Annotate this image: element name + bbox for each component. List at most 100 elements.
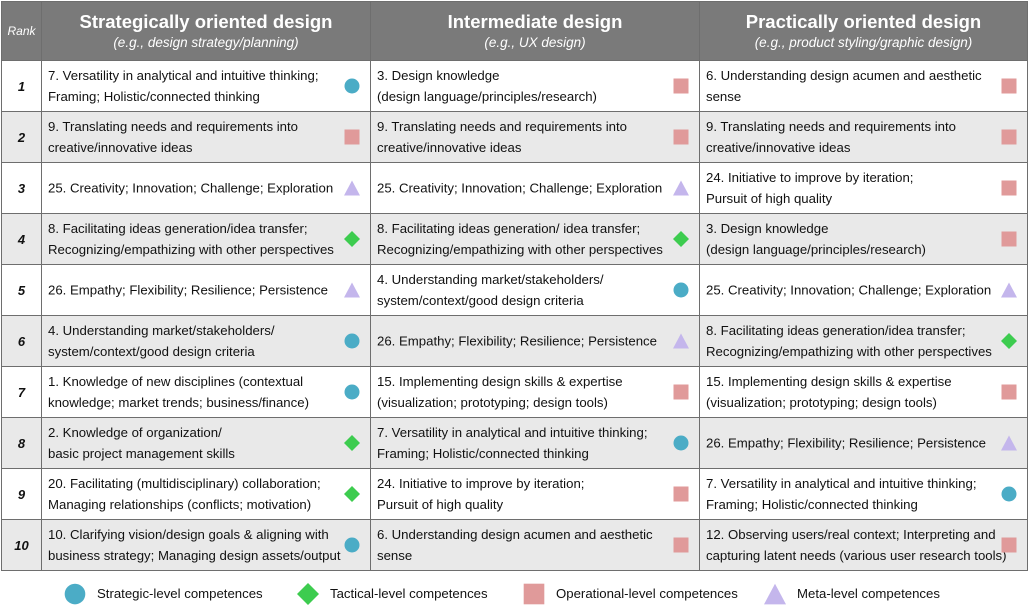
legend-label: Tactical-level competences [330, 586, 488, 601]
competence-cell: 25. Creativity; Innovation; Challenge; E… [370, 162, 700, 214]
triangle-icon [1001, 282, 1017, 298]
competence-text: 26. Empathy; Flexibility; Resilience; Pe… [48, 282, 328, 298]
diamond-icon [1001, 333, 1017, 349]
competence-cell: 20. Facilitating (multidisciplinary) col… [41, 468, 371, 520]
competence-text: 4. Understanding market/stakeholders/ sy… [48, 323, 275, 359]
legend: Strategic-level competences Tactical-leve… [0, 579, 1030, 609]
competence-cell: 26. Empathy; Flexibility; Resilience; Pe… [699, 417, 1028, 469]
competence-text: 15. Implementing design skills & experti… [706, 374, 952, 410]
competence-text: 7. Versatility in analytical and intuiti… [48, 68, 319, 104]
header-row: Rank Strategically oriented design (e.g.… [1, 1, 1028, 61]
table-row: 7 1. Knowledge of new disciplines (contex… [1, 366, 1028, 418]
triangle-icon [344, 282, 360, 298]
triangle-icon [1001, 435, 1017, 451]
legend-label: Strategic-level competences [97, 586, 263, 601]
square-icon [523, 583, 545, 605]
competence-text: 9. Translating needs and requirements in… [48, 119, 298, 155]
table-row: 10 10. Clarifying vision/design goals & a… [1, 519, 1028, 571]
competence-text: 6. Understanding design acumen and aesth… [706, 68, 982, 104]
competence-cell: 25. Creativity; Innovation; Challenge; E… [41, 162, 371, 214]
competence-text: 24. Initiative to improve by iteration; … [706, 170, 914, 206]
column-title: Practically oriented design [745, 10, 982, 32]
competence-cell: 4. Understanding market/stakeholders/ sy… [41, 315, 371, 367]
competence-cell: 3. Design knowledge (design language/pri… [699, 213, 1028, 265]
competence-text: 9. Translating needs and requirements in… [377, 119, 627, 155]
table-row: 4 8. Facilitating ideas generation/idea t… [1, 213, 1028, 265]
competence-cell: 26. Empathy; Flexibility; Resilience; Pe… [370, 315, 700, 367]
competence-text: 10. Clarifying vision/design goals & ali… [48, 527, 341, 563]
rank-cell: 3 [1, 162, 42, 214]
competence-cell: 24. Initiative to improve by iteration; … [699, 162, 1028, 214]
square-icon [673, 78, 689, 94]
competence-ranking-table: Rank Strategically oriented design (e.g.… [1, 1, 1028, 571]
column-header-intermediate: Intermediate design (e.g., UX design) [370, 1, 700, 61]
square-icon [1001, 180, 1017, 196]
competence-cell: 10. Clarifying vision/design goals & ali… [41, 519, 371, 571]
competence-text: 24. Initiative to improve by iteration; … [377, 476, 585, 512]
competence-cell: 12. Observing users/real context; Interp… [699, 519, 1028, 571]
circle-icon [344, 537, 360, 553]
competence-text: 8. Facilitating ideas generation/idea tr… [48, 221, 334, 257]
column-subtitle: (e.g., design strategy/planning) [113, 34, 299, 50]
table-row: 8 2. Knowledge of organization/ basic pro… [1, 417, 1028, 469]
square-icon [1001, 129, 1017, 145]
competence-text: 26. Empathy; Flexibility; Resilience; Pe… [377, 333, 657, 349]
circle-icon [673, 282, 689, 298]
diamond-icon [344, 231, 360, 247]
competence-text: 25. Creativity; Innovation; Challenge; E… [48, 180, 334, 196]
column-title: Strategically oriented design [79, 10, 333, 32]
rank-cell: 8 [1, 417, 42, 469]
table-row: 1 7. Versatility in analytical and intuit… [1, 60, 1028, 112]
triangle-icon [344, 180, 360, 196]
legend-label: Meta-level competences [797, 586, 940, 601]
triangle-icon [673, 333, 689, 349]
competence-text: 8. Facilitating ideas generation/idea tr… [706, 323, 992, 359]
triangle-icon [764, 583, 786, 605]
square-icon [1001, 384, 1017, 400]
rank-cell: 5 [1, 264, 42, 316]
rank-cell: 7 [1, 366, 42, 418]
competence-cell: 9. Translating needs and requirements in… [699, 111, 1028, 163]
competence-cell: 15. Implementing design skills & experti… [370, 366, 700, 418]
square-icon [1001, 78, 1017, 94]
square-icon [1001, 231, 1017, 247]
square-icon [673, 384, 689, 400]
square-icon [1001, 537, 1017, 553]
competence-text: 25. Creativity; Innovation; Challenge; E… [377, 180, 663, 196]
circle-icon [64, 583, 86, 605]
rank-cell: 9 [1, 468, 42, 520]
square-icon [673, 486, 689, 502]
diamond-icon [297, 583, 319, 605]
circle-icon [344, 384, 360, 400]
competence-text: 4. Understanding market/stakeholders/ sy… [377, 272, 604, 308]
diamond-icon [344, 435, 360, 451]
competence-text: 1. Knowledge of new disciplines (context… [48, 374, 309, 410]
competence-cell: 4. Understanding market/stakeholders/ sy… [370, 264, 700, 316]
column-header-practical: Practically oriented design (e.g., produ… [699, 1, 1028, 61]
competence-text: 12. Observing users/real context; Interp… [706, 527, 1007, 563]
competence-cell: 24. Initiative to improve by iteration; … [370, 468, 700, 520]
competence-cell: 25. Creativity; Innovation; Challenge; E… [699, 264, 1028, 316]
diamond-icon [673, 231, 689, 247]
competence-cell: 8. Facilitating ideas generation/idea tr… [699, 315, 1028, 367]
competence-text: 25. Creativity; Innovation; Challenge; E… [706, 282, 992, 298]
competence-text: 20. Facilitating (multidisciplinary) col… [48, 476, 321, 512]
table-body: 1 7. Versatility in analytical and intuit… [1, 60, 1028, 571]
competence-text: 6. Understanding design acumen and aesth… [377, 527, 653, 563]
square-icon [344, 129, 360, 145]
legend-label: Operational-level competences [556, 586, 738, 601]
competence-cell: 15. Implementing design skills & experti… [699, 366, 1028, 418]
competence-cell: 7. Versatility in analytical and intuiti… [41, 60, 371, 112]
column-subtitle: (e.g., product styling/graphic design) [754, 34, 973, 50]
diamond-icon [344, 486, 360, 502]
rank-cell: 2 [1, 111, 42, 163]
circle-icon [344, 333, 360, 349]
competence-cell: 6. Understanding design acumen and aesth… [370, 519, 700, 571]
table-row: 5 26. Empathy; Flexibility; Resilience; P… [1, 264, 1028, 316]
competence-cell: 1. Knowledge of new disciplines (context… [41, 366, 371, 418]
competence-text: 2. Knowledge of organization/ basic proj… [48, 425, 235, 461]
rank-cell: 10 [1, 519, 42, 571]
column-header-strategic: Strategically oriented design (e.g., des… [41, 1, 371, 61]
circle-icon [673, 435, 689, 451]
